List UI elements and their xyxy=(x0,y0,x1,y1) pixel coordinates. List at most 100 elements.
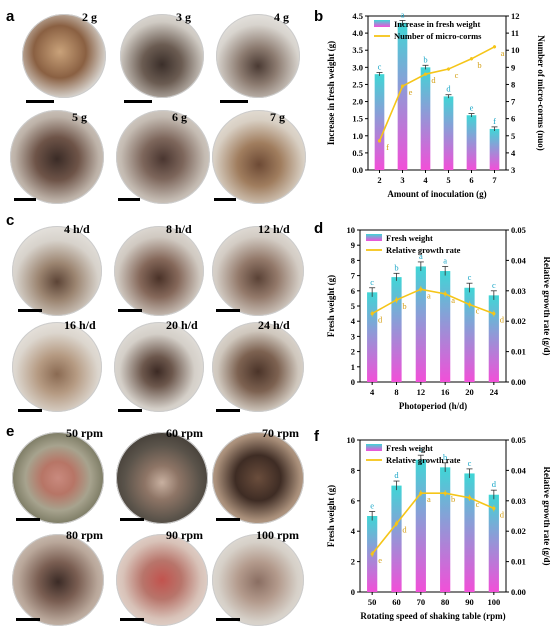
bar xyxy=(391,277,402,382)
photo-label-4hd: 4 h/d xyxy=(64,222,90,236)
line-point xyxy=(370,552,374,556)
panel-letter-a: a xyxy=(6,8,15,25)
x-tick-label: 16 xyxy=(441,387,450,397)
y2-tick-label: 0.05 xyxy=(511,435,526,445)
y-tick-label: 5 xyxy=(351,301,355,311)
legend-label-line: Relative growth rate xyxy=(386,245,461,255)
line-point xyxy=(492,506,496,510)
y2-tick-label: 0.05 xyxy=(511,225,526,235)
bar xyxy=(420,67,431,170)
legend-label-line: Relative growth rate xyxy=(386,455,461,465)
bar xyxy=(397,22,408,170)
bar xyxy=(415,459,426,592)
y-tick-label: 4 xyxy=(351,526,356,536)
line-significance-letter: d xyxy=(500,509,505,519)
y2-tick-label: 0.02 xyxy=(511,526,526,536)
x-tick-label: 4 xyxy=(423,175,428,185)
photo-label-90rpm: 90 rpm xyxy=(166,528,203,542)
scale-bar xyxy=(18,309,42,312)
y2-tick-label: 11 xyxy=(511,28,519,38)
y-tick-label: 4.0 xyxy=(352,28,363,38)
bar xyxy=(391,485,402,592)
y2-tick-label: 12 xyxy=(511,11,520,21)
legend-swatch-bar xyxy=(366,444,382,451)
line-point xyxy=(443,491,447,495)
bar xyxy=(464,287,475,382)
x-tick-label: 5 xyxy=(446,175,450,185)
y2-tick-label: 8 xyxy=(511,79,515,89)
scale-bar xyxy=(118,198,140,201)
bar-significance-letter: b xyxy=(423,54,427,64)
bar-significance-letter: f xyxy=(493,116,496,126)
bar-significance-letter: a xyxy=(401,10,405,19)
panel-letter-b: b xyxy=(314,8,324,25)
x-tick-label: 90 xyxy=(465,597,474,607)
series-line xyxy=(371,492,495,555)
line-significance-letter: f xyxy=(386,142,389,152)
plot-frame xyxy=(359,439,507,593)
line-point xyxy=(370,312,374,316)
y-tick-label: 0.5 xyxy=(352,148,363,158)
x-tick-label: 70 xyxy=(417,597,426,607)
photo-label-12hd: 12 h/d xyxy=(258,222,290,236)
panel-letter-c: c xyxy=(6,212,15,229)
photo-label-20hd: 20 h/d xyxy=(166,318,198,332)
panel-letter-e: e xyxy=(6,423,15,440)
y2-tick-label: 0.04 xyxy=(511,255,527,265)
photo-4hd xyxy=(12,226,102,316)
y2-tick-label: 7 xyxy=(511,97,516,107)
line-point xyxy=(492,45,497,49)
scale-bar xyxy=(14,198,36,201)
y-tick-label: 10 xyxy=(347,435,356,445)
line-significance-letter: a xyxy=(501,48,505,58)
x-tick-label: 6 xyxy=(469,175,473,185)
scale-bar xyxy=(16,618,40,621)
legend-swatch-bar xyxy=(374,20,390,27)
line-significance-letter: d xyxy=(500,315,505,325)
y-tick-label: 3 xyxy=(351,331,355,341)
x-tick-label: 12 xyxy=(417,387,426,397)
y2-tick-label: 5 xyxy=(511,131,515,141)
line-significance-letter: d xyxy=(402,525,407,535)
line-point xyxy=(469,57,474,61)
photo-label-60rpm: 60 rpm xyxy=(166,426,203,440)
photo-label-8hd: 8 h/d xyxy=(166,222,192,236)
bar-significance-letter: c xyxy=(370,277,374,287)
line-point xyxy=(443,292,447,296)
photo-label-24hd: 24 h/d xyxy=(258,318,290,332)
y2-axis-label: Number of micro-corms (nuo) xyxy=(536,35,546,150)
scale-bar xyxy=(16,518,40,521)
bar xyxy=(466,115,477,170)
bar-significance-letter: c xyxy=(492,280,496,290)
photo-6g xyxy=(116,110,210,204)
line-significance-letter: a xyxy=(427,494,431,504)
legend-label-bar: Fresh weight xyxy=(386,233,433,243)
photo-label-5g: 5 g xyxy=(72,110,87,124)
y-tick-label: 3.5 xyxy=(352,45,363,55)
bar-significance-letter: d xyxy=(446,84,451,94)
photo-16hd xyxy=(12,322,102,412)
scale-bar xyxy=(120,618,144,621)
legend-label-bar: Increase in fresh weight xyxy=(394,19,481,29)
y-tick-label: 7 xyxy=(351,271,356,281)
photo-50rpm xyxy=(12,432,104,524)
line-significance-letter: a xyxy=(451,295,455,305)
y-axis-label: Fresh weight (g) xyxy=(326,275,336,337)
y2-tick-label: 6 xyxy=(511,114,515,124)
y-tick-label: 0 xyxy=(351,377,355,387)
y2-tick-label: 0.04 xyxy=(511,465,527,475)
scale-bar xyxy=(120,518,144,521)
bar xyxy=(489,128,500,170)
y2-tick-label: 0.01 xyxy=(511,347,526,357)
line-significance-letter: d xyxy=(431,75,436,85)
line-point xyxy=(492,312,496,316)
scale-bar xyxy=(216,309,240,312)
y-tick-label: 6 xyxy=(351,286,355,296)
series-line xyxy=(371,288,495,315)
scale-bar xyxy=(124,100,152,103)
bar xyxy=(464,473,475,592)
scale-bar xyxy=(18,409,42,412)
y2-tick-label: 3 xyxy=(511,165,515,175)
y-axis-label: Increase in fresh weight (g) xyxy=(326,41,336,145)
y2-tick-label: 0.03 xyxy=(511,286,526,296)
